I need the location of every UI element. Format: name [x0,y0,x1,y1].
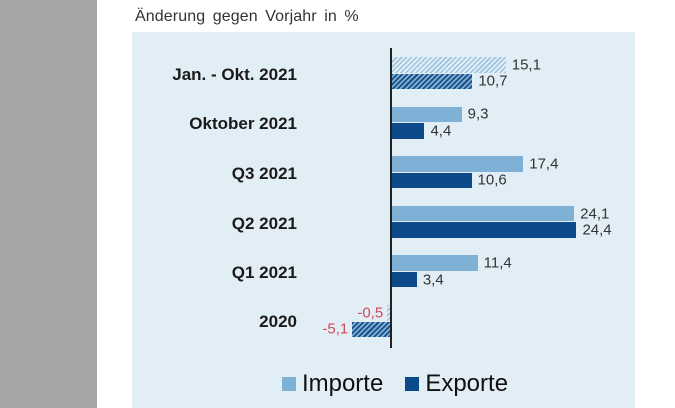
imports-bar [391,106,462,123]
value-label: 10,6 [477,171,507,189]
exports-swatch-icon [405,377,420,391]
legend-item-exports: Exporte [405,370,508,398]
exports-bar [391,73,473,89]
imports-bar [391,205,575,222]
category-label: 2020 [259,312,297,331]
category-label: Oktober 2021 [189,114,297,133]
exports-bar [352,321,391,337]
legend-label: Importe [301,370,384,397]
value-label: 24,4 [582,221,612,239]
imports-bar [391,57,506,73]
legend-item-imports: Importe [281,370,384,398]
imports-swatch-icon [281,377,296,391]
value-label: 15,1 [511,56,541,74]
chart-subtitle: Änderung gegen Vorjahr in % [135,8,359,25]
value-label: -0,5 [357,304,384,322]
value-label: 9,3 [467,105,489,123]
category-label: Q3 2021 [231,164,297,183]
exports-bar [391,222,577,238]
value-label: 24,1 [580,205,610,223]
value-label: 4,4 [430,122,452,140]
value-label: 3,4 [422,271,444,289]
value-label: 10,7 [478,72,508,90]
category-label: Q1 2021 [231,263,297,282]
imports-bar [391,255,478,271]
value-label: 17,4 [529,155,559,173]
value-label: -5,1 [322,320,349,338]
exports-bar [391,271,417,288]
category-label: Q2 2021 [231,214,297,233]
exports-bar [391,123,425,139]
legend: Importe Exporte [0,370,675,398]
legend-label: Exporte [425,370,509,397]
imports-bar [391,156,524,172]
value-label: 11,4 [483,254,512,272]
imports-bar [387,305,391,321]
left-gray-panel [0,0,97,408]
category-label: Jan. - Okt. 2021 [172,65,297,84]
exports-bar [391,172,472,189]
zero-axis-line [390,48,392,348]
